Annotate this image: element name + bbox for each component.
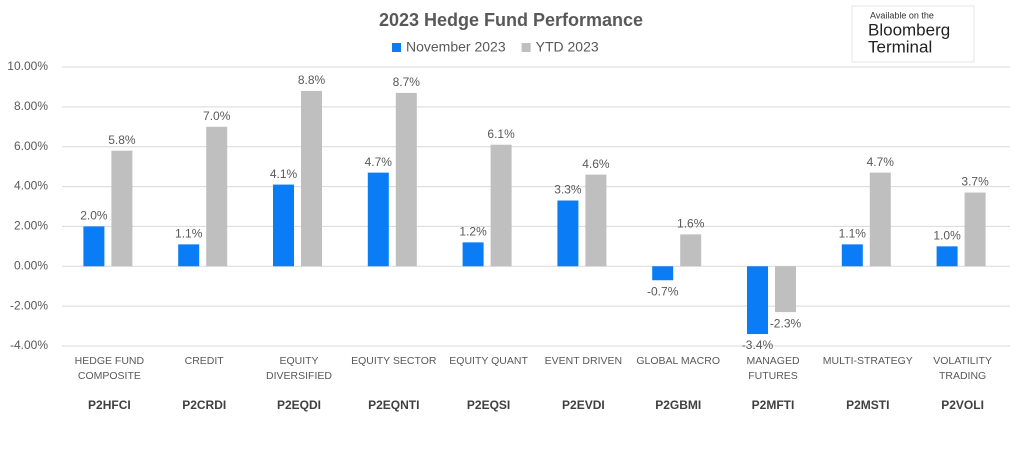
value-label: 1.2% [459, 225, 487, 239]
y-tick-label: 0.00% [14, 258, 48, 272]
badge-text: Available on the [870, 10, 934, 20]
bar [301, 90, 322, 267]
category-code: P2EQDI [277, 398, 321, 412]
bar [462, 242, 484, 267]
category-code: P2EVDI [562, 398, 605, 412]
legend-swatch [521, 43, 531, 52]
value-label: 1.0% [933, 229, 961, 243]
category-code: P2MSTI [846, 398, 889, 412]
value-label: 1.1% [839, 227, 867, 241]
badge-text: Bloomberg [868, 20, 950, 39]
bar [652, 266, 674, 281]
x-tick-label-box: CREDIT [184, 355, 224, 367]
chart-title: 2023 Hedge Fund Performance [379, 10, 643, 30]
y-tick-label: 8.00% [14, 99, 48, 113]
x-tick-label-box: EQUITY QUANT [449, 355, 528, 367]
legend-label: YTD 2023 [536, 39, 599, 55]
x-tick-label: EVENT DRIVEN [544, 355, 623, 367]
x-tick-label: EQUITY SECTOR [351, 355, 437, 367]
bar [367, 172, 389, 267]
category-code: P2GBMI [655, 398, 701, 412]
value-label: 3.3% [554, 183, 582, 197]
bar [680, 234, 702, 267]
bar [395, 92, 417, 267]
value-label: 2.0% [80, 209, 108, 223]
value-label: 3.7% [961, 175, 989, 189]
value-label: 4.7% [867, 155, 895, 169]
value-label: 7.0% [203, 109, 231, 123]
badge-text: Terminal [868, 37, 932, 56]
value-label: -3.4% [742, 338, 774, 352]
y-tick-label: -2.00% [10, 298, 48, 312]
bar [273, 184, 294, 267]
value-label: 4.6% [582, 157, 610, 171]
value-label: 5.8% [108, 133, 136, 147]
x-tick-label: MULTI-STRATEGY [822, 355, 913, 367]
x-tick-label: MANAGED FUTURES [746, 355, 800, 382]
value-label: 6.1% [487, 127, 515, 141]
x-tick-label-box: EVENT DRIVEN [544, 355, 623, 367]
x-tick-label-box: VOLATILITY TRADING [933, 355, 992, 382]
legend-swatch [392, 43, 401, 52]
category-code: P2CRDI [182, 398, 226, 412]
value-label: 4.7% [365, 155, 393, 169]
badge-box [851, 5, 975, 63]
x-tick-label: CREDIT [184, 355, 224, 367]
x-tick-label-box: MANAGED FUTURES [746, 355, 800, 382]
value-label: -0.7% [647, 284, 679, 298]
bar [775, 266, 796, 313]
bar [178, 244, 200, 267]
bar [490, 144, 512, 267]
bar [841, 244, 863, 267]
x-tick-label-box: EQUITY DIVERSIFIED [266, 355, 332, 382]
category-code: P2HFCI [88, 398, 131, 412]
x-tick-label-box: GLOBAL MACRO [636, 355, 720, 367]
bar [83, 226, 105, 267]
x-tick-label-box: HEDGE FUND COMPOSITE [74, 355, 145, 382]
bar [964, 192, 986, 267]
bar [936, 246, 958, 267]
bar [747, 266, 768, 335]
y-tick-label: 6.00% [14, 139, 48, 153]
y-tick-label: 10.00% [7, 59, 48, 73]
x-tick-label: VOLATILITY TRADING [933, 355, 992, 382]
legend-label: November 2023 [406, 39, 506, 55]
x-tick-label: EQUITY QUANT [449, 355, 528, 367]
y-tick-label: 2.00% [14, 219, 48, 233]
x-tick-label-box: EQUITY SECTOR [351, 355, 437, 367]
y-tick-label: -4.00% [10, 338, 48, 352]
value-label: 8.7% [393, 75, 421, 89]
value-label: 1.1% [175, 227, 203, 241]
value-label: 1.6% [677, 217, 705, 231]
category-code: P2EQSI [467, 398, 510, 412]
value-label: 8.8% [298, 73, 326, 87]
x-tick-label: EQUITY DIVERSIFIED [266, 355, 332, 382]
category-code: P2MFTI [752, 398, 795, 412]
value-label: 4.1% [270, 167, 298, 181]
bar [206, 126, 228, 267]
x-tick-label: HEDGE FUND COMPOSITE [74, 355, 145, 382]
category-code: P2EQNTI [368, 398, 419, 412]
category-code: P2VOLI [941, 398, 984, 412]
bar [869, 172, 891, 267]
x-tick-label: GLOBAL MACRO [636, 355, 720, 367]
bar [111, 150, 133, 267]
x-tick-label-box: MULTI-STRATEGY [822, 355, 913, 367]
y-tick-label: 4.00% [14, 179, 48, 193]
bar [557, 200, 579, 267]
value-label: -2.3% [770, 316, 802, 330]
bar [585, 174, 607, 267]
